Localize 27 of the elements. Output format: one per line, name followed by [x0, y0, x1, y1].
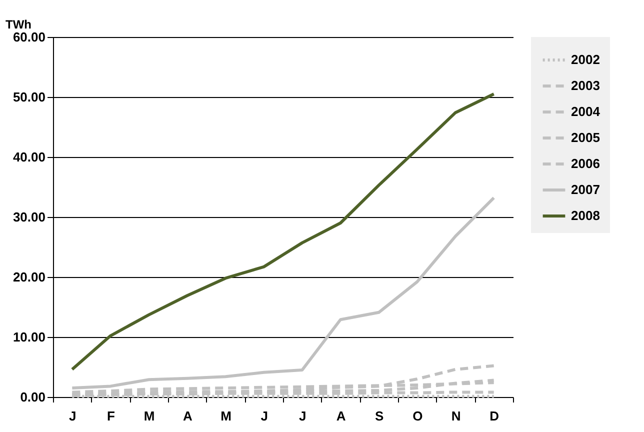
x-tick-label: D: [490, 408, 500, 424]
x-tick-label: S: [374, 408, 384, 424]
legend-label: 2008: [571, 208, 600, 223]
legend-label: 2004: [571, 104, 601, 119]
x-tick-label: J: [69, 408, 76, 424]
x-tick-label: M: [220, 408, 232, 424]
x-tick-label: J: [260, 408, 268, 424]
x-tick-label: A: [182, 408, 193, 424]
y-tick-label: 40.00: [12, 150, 46, 164]
y-tick-label: 20.00: [12, 270, 46, 284]
x-tick-label: M: [144, 408, 155, 424]
legend-label: 2002: [571, 52, 600, 67]
y-tick-label: 10.00: [12, 330, 46, 344]
x-tick-label: N: [451, 408, 461, 424]
legend-label: 2005: [571, 130, 600, 145]
legend-label: 2003: [571, 78, 600, 93]
y-tick-label: 60.00: [12, 30, 46, 44]
y-tick-label: 30.00: [12, 210, 46, 224]
y-axis-title: TWh: [6, 18, 32, 32]
legend-label: 2006: [571, 156, 600, 171]
x-tick-label: O: [412, 408, 423, 424]
x-tick-label: A: [336, 408, 346, 424]
x-tick-label: F: [107, 408, 116, 424]
x-tick-label: J: [299, 408, 306, 424]
y-tick-label: 0.00: [20, 390, 46, 404]
y-tick-label: 50.00: [12, 90, 46, 104]
legend-label: 2007: [571, 182, 600, 197]
